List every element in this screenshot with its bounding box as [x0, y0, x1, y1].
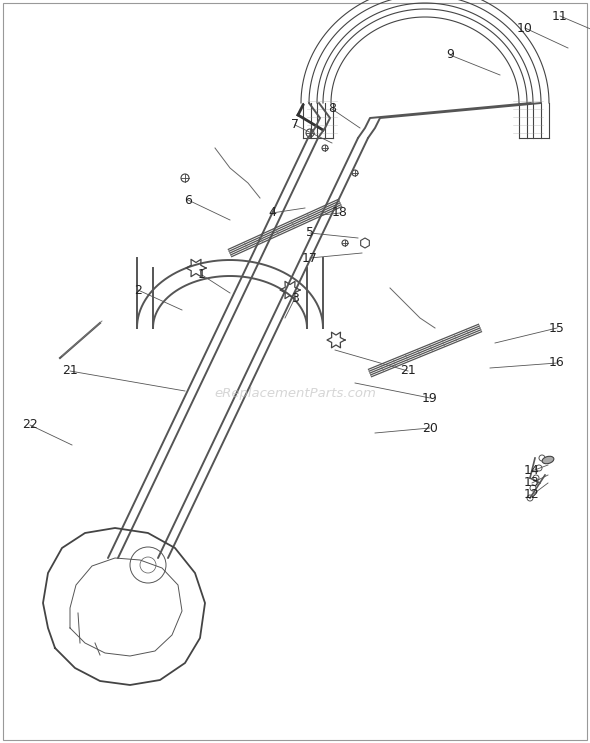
Text: 9: 9: [446, 48, 454, 62]
Text: 13: 13: [524, 476, 540, 490]
Text: 15: 15: [549, 322, 565, 334]
Text: 10: 10: [517, 22, 533, 34]
Text: 18: 18: [332, 207, 348, 219]
Text: 14: 14: [524, 464, 540, 478]
Text: 12: 12: [524, 488, 540, 502]
Text: 19: 19: [422, 392, 438, 404]
Text: eReplacementParts.com: eReplacementParts.com: [214, 386, 376, 400]
Text: 16: 16: [549, 357, 565, 369]
Text: 20: 20: [422, 421, 438, 435]
Text: 3: 3: [291, 291, 299, 305]
Text: 11: 11: [552, 10, 568, 22]
Text: 21: 21: [62, 365, 78, 377]
Text: 7: 7: [291, 118, 299, 132]
Text: 4: 4: [268, 207, 276, 219]
Text: 2: 2: [134, 284, 142, 296]
Text: 1: 1: [198, 268, 206, 282]
Text: 17: 17: [302, 251, 318, 265]
Text: 21: 21: [400, 365, 416, 377]
Text: 5: 5: [306, 227, 314, 239]
Text: 6: 6: [184, 193, 192, 207]
Ellipse shape: [542, 456, 554, 464]
Text: 8: 8: [328, 103, 336, 115]
Text: 22: 22: [22, 418, 38, 432]
